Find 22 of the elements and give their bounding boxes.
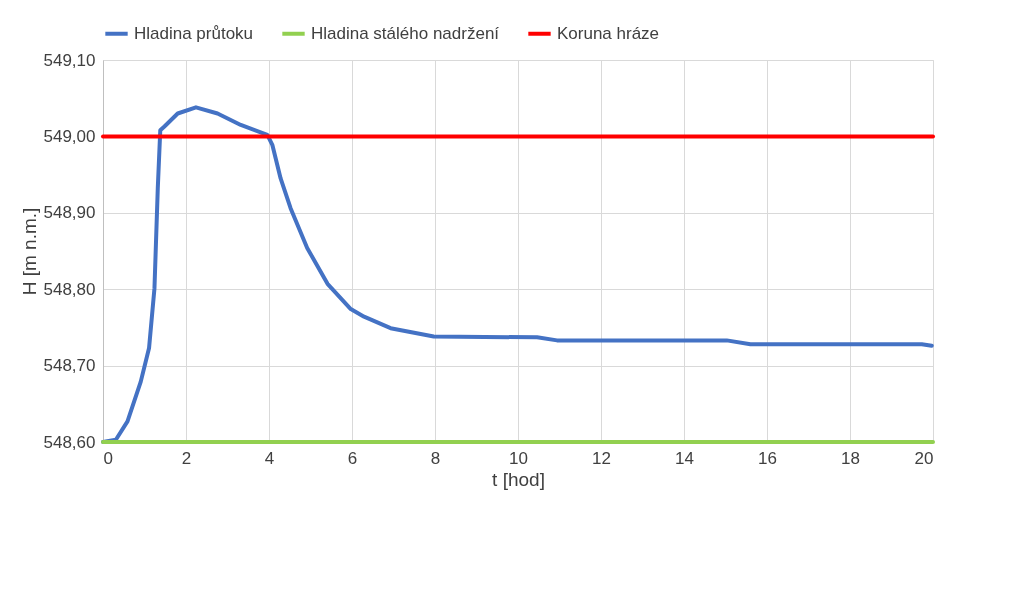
x-tick-label: 18 <box>841 448 860 468</box>
x-axis-title: t [hod] <box>492 468 545 490</box>
y-axis-title: H [m n.m.] <box>18 207 40 296</box>
x-tick-label: 8 <box>430 448 441 468</box>
x-tick-label: 20 <box>914 448 934 468</box>
x-tick-label: 6 <box>347 448 358 468</box>
y-tick-label: 548,70 <box>43 356 96 376</box>
legend-label: Hladina stálého nadržení <box>311 23 500 43</box>
y-tick-label: 549,00 <box>43 126 96 146</box>
x-tick-label: 16 <box>758 448 777 468</box>
x-tick-label: 4 <box>264 448 275 468</box>
x-tick-label: 0 <box>103 448 113 468</box>
x-tick-label: 12 <box>592 448 611 468</box>
x-tick-label: 14 <box>675 448 694 468</box>
x-tick-label: 2 <box>181 448 192 468</box>
y-tick-label: 548,90 <box>43 203 96 223</box>
y-tick-label: 549,10 <box>43 50 96 70</box>
y-tick-label: 548,60 <box>43 432 96 452</box>
x-tick-label: 10 <box>509 448 528 468</box>
legend-label: Hladina průtoku <box>134 23 254 43</box>
y-tick-label: 548,80 <box>43 279 96 299</box>
legend-label: Koruna hráze <box>557 23 660 43</box>
